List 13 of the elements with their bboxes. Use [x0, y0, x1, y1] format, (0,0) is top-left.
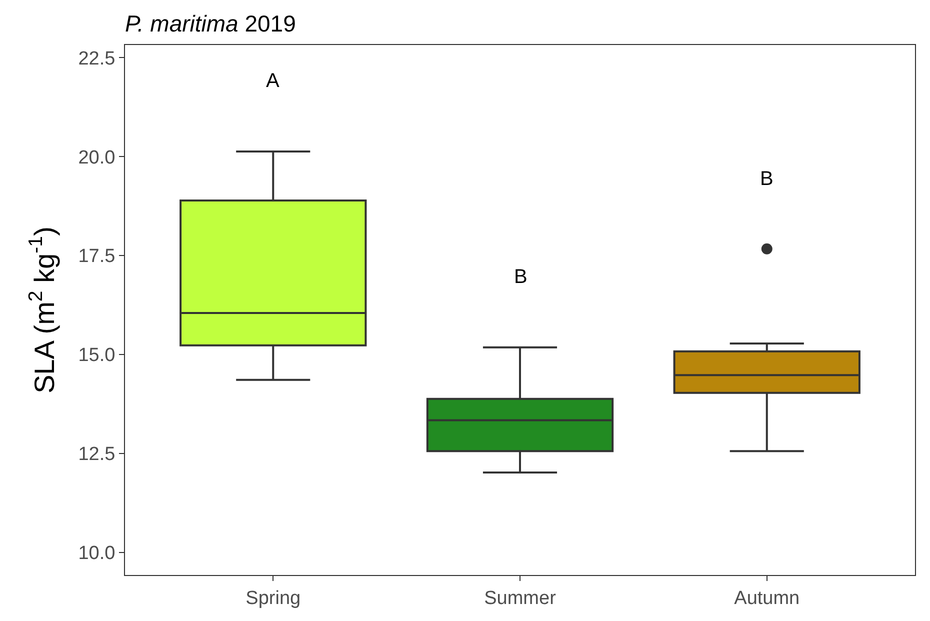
y-tick-label: 22.5: [78, 48, 116, 70]
annotation: B: [760, 168, 774, 190]
y-tick-label: 20.0: [78, 147, 116, 168]
y-tick-label: 15.0: [78, 345, 116, 366]
annotation: B: [514, 266, 528, 288]
x-tick-label: Summer: [484, 588, 557, 609]
chart-title: P. maritima 2019: [125, 10, 296, 37]
x-tick-label: Spring: [246, 588, 301, 609]
y-tick-label: 17.5: [78, 246, 116, 268]
y-tick-label: 12.5: [78, 444, 116, 466]
annotation: A: [266, 70, 280, 92]
y-tick-label: 10.0: [78, 543, 116, 564]
x-tick-label: Autumn: [734, 588, 800, 609]
